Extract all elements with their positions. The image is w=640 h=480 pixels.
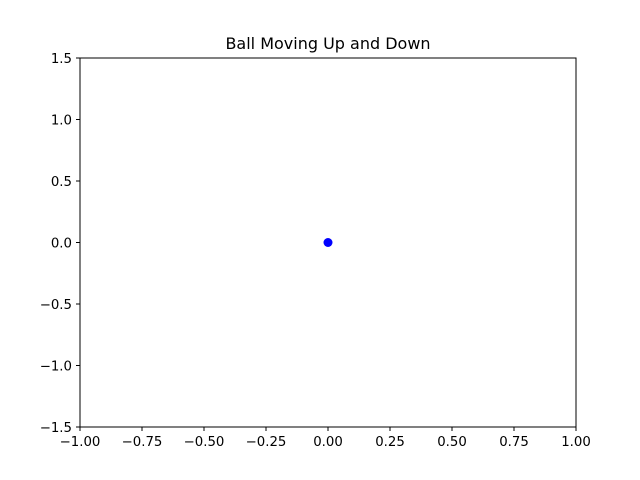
chart-title: Ball Moving Up and Down [225,34,430,53]
x-tick-label: 0.75 [499,435,529,450]
x-tick-label: −0.25 [246,435,287,450]
y-axis-ticks: −1.5 −1.0 −0.5 0.0 0.5 1.0 1.5 [40,52,80,436]
x-tick-label: 0.50 [437,435,467,450]
y-tick-label: 0.5 [51,175,72,190]
y-tick-label: −1.0 [40,360,72,375]
x-tick-label: 1.00 [561,435,591,450]
x-tick-label: 0.00 [313,435,343,450]
data-points [323,238,333,247]
ball-point [323,238,333,247]
axes-frame [79,57,577,428]
x-tick-label: 0.25 [375,435,405,450]
y-tick-label: −0.5 [40,298,72,313]
y-tick-label: 0.0 [51,237,72,252]
x-tick-label: −1.00 [60,435,101,450]
y-tick-label: 1.5 [51,52,72,67]
x-tick-label: −0.50 [184,435,225,450]
x-axis-ticks: −1.00 −0.75 −0.50 −0.25 0.00 0.25 0.50 0.75 1.00 [60,427,591,450]
y-tick-label: 1.0 [51,114,72,129]
y-tick-label: −1.5 [40,421,72,436]
x-tick-label: −0.75 [122,435,163,450]
